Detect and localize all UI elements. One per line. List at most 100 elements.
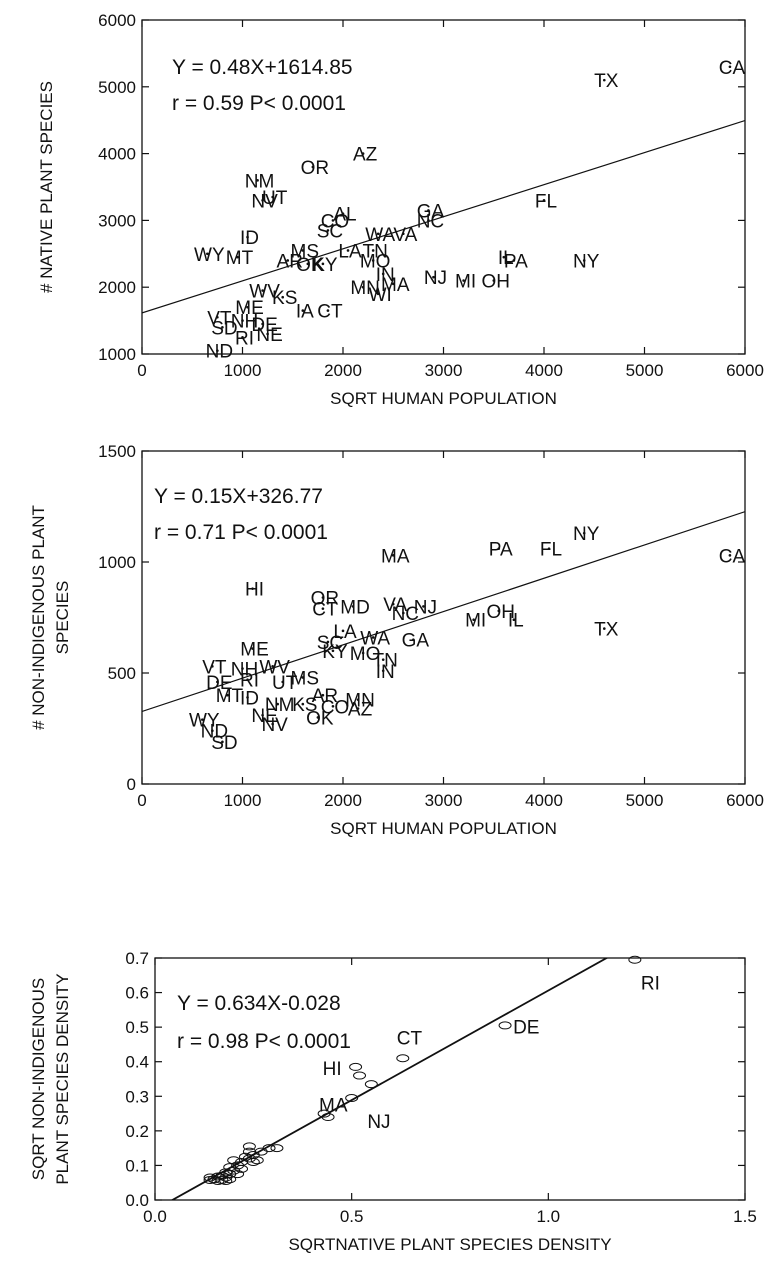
point-label: MD (340, 597, 370, 618)
point-label: LA (338, 241, 362, 262)
point-label: WA (365, 225, 395, 246)
regression-line (170, 958, 609, 1200)
data-point (346, 249, 350, 252)
y-tick-label: 0.4 (125, 1053, 149, 1072)
data-point (271, 195, 274, 199)
point-label: KS (272, 288, 297, 309)
data-point (351, 605, 355, 608)
point-label: SC (317, 633, 343, 654)
data-point (281, 295, 285, 299)
point-label: WV (259, 657, 290, 678)
point-label: GA (402, 631, 430, 652)
data-point (432, 275, 435, 279)
y-tick-label: 5000 (98, 78, 136, 97)
point-label: ME (235, 298, 264, 319)
chart-panel-1: 0 1000 2000 3000 4000 5000 6000100020003000400… (37, 11, 764, 408)
data-point (321, 596, 325, 599)
data-point (345, 1094, 359, 1103)
point-label: NC (392, 604, 419, 625)
data-point (206, 252, 209, 256)
point-label: NE (251, 706, 277, 727)
data-point (216, 680, 219, 684)
data-point (301, 309, 305, 312)
data-point (341, 212, 345, 216)
data-point (221, 740, 224, 744)
point-label: VA (393, 225, 417, 246)
y-tick-label: 0.3 (125, 1087, 149, 1106)
data-point (502, 255, 506, 259)
data-point (301, 249, 305, 252)
point-label: KY (322, 642, 348, 663)
data-point (270, 1144, 284, 1153)
data-point (361, 651, 365, 655)
y-axis-label: SQRT NON-INDIGENOUS (29, 978, 48, 1180)
data-point (356, 707, 360, 710)
point-label: MO (350, 644, 381, 665)
data-point (364, 1080, 378, 1089)
x-axis-label: SQRT HUMAN POPULATION (330, 819, 557, 838)
data-point (223, 1175, 237, 1184)
data-point (321, 607, 325, 610)
point-label: HI (323, 1059, 342, 1080)
data-point (216, 349, 219, 352)
data-point (271, 665, 274, 668)
point-label: ND (206, 342, 233, 363)
chart-panel-2: 0 1000 2000 3000 4000 5000 6000 0 500 1000 1500 SQR… (29, 442, 764, 838)
data-point (250, 1156, 264, 1165)
point-label: PA (489, 540, 513, 561)
point-label: MT (216, 686, 244, 707)
data-point (497, 547, 501, 550)
point-label: MT (226, 248, 254, 269)
data-point (582, 531, 586, 535)
y-tick-label: 0.2 (125, 1122, 149, 1141)
data-point (241, 336, 244, 339)
equation-annotation: r = 0.71 P< 0.0001 (154, 521, 328, 544)
data-point (211, 1176, 225, 1185)
data-point (427, 209, 430, 212)
point-label: AL (333, 205, 356, 226)
point-label: KY (312, 255, 338, 276)
y-tick-label: 3000 (98, 211, 136, 230)
point-label: WV (249, 282, 280, 303)
data-point (216, 315, 219, 319)
x-tick-label: 3000 (425, 361, 463, 380)
data-point (396, 1054, 410, 1063)
point-label: AR (277, 251, 303, 272)
equation-annotation: Y = 0.15X+326.77 (154, 485, 323, 508)
point-label: NV (261, 715, 288, 736)
data-point (261, 322, 264, 326)
point-label: RI (240, 671, 259, 692)
point-label: CT (397, 1028, 423, 1049)
point-label: IN (376, 662, 395, 683)
point-label: OR (301, 158, 330, 179)
data-point (301, 702, 305, 706)
data-point (422, 605, 425, 608)
plot-frame (154, 957, 746, 1201)
point-label: NC (417, 211, 444, 232)
point-label: RI (235, 328, 254, 349)
point-label: OR (311, 589, 340, 610)
x-axis-label: SQRT HUMAN POPULATION (330, 389, 557, 408)
point-label: NY (573, 251, 600, 272)
data-point (371, 249, 375, 252)
data-point (603, 627, 606, 630)
point-label: NJ (424, 268, 447, 289)
point-label: MA (381, 546, 410, 567)
point-label: ME (240, 640, 269, 661)
x-tick-label: 2000 (324, 791, 362, 810)
point-label: MN (350, 278, 380, 299)
data-point (266, 332, 269, 336)
point-label: NJ (414, 597, 437, 618)
point-label: VT (207, 308, 232, 329)
point-label: MA (381, 275, 410, 296)
point-label: ID (240, 688, 259, 709)
equation-annotation: Y = 0.48X+1614.85 (172, 56, 353, 79)
data-point (402, 611, 405, 615)
point-label: VT (202, 657, 227, 678)
point-label: WA (360, 628, 390, 649)
x-tick-label: 2000 (324, 361, 362, 380)
data-point (301, 676, 305, 679)
data-point (402, 232, 405, 236)
x-tick-label: 1.0 (537, 1207, 561, 1226)
x-tick-label: 6000 (726, 361, 764, 380)
